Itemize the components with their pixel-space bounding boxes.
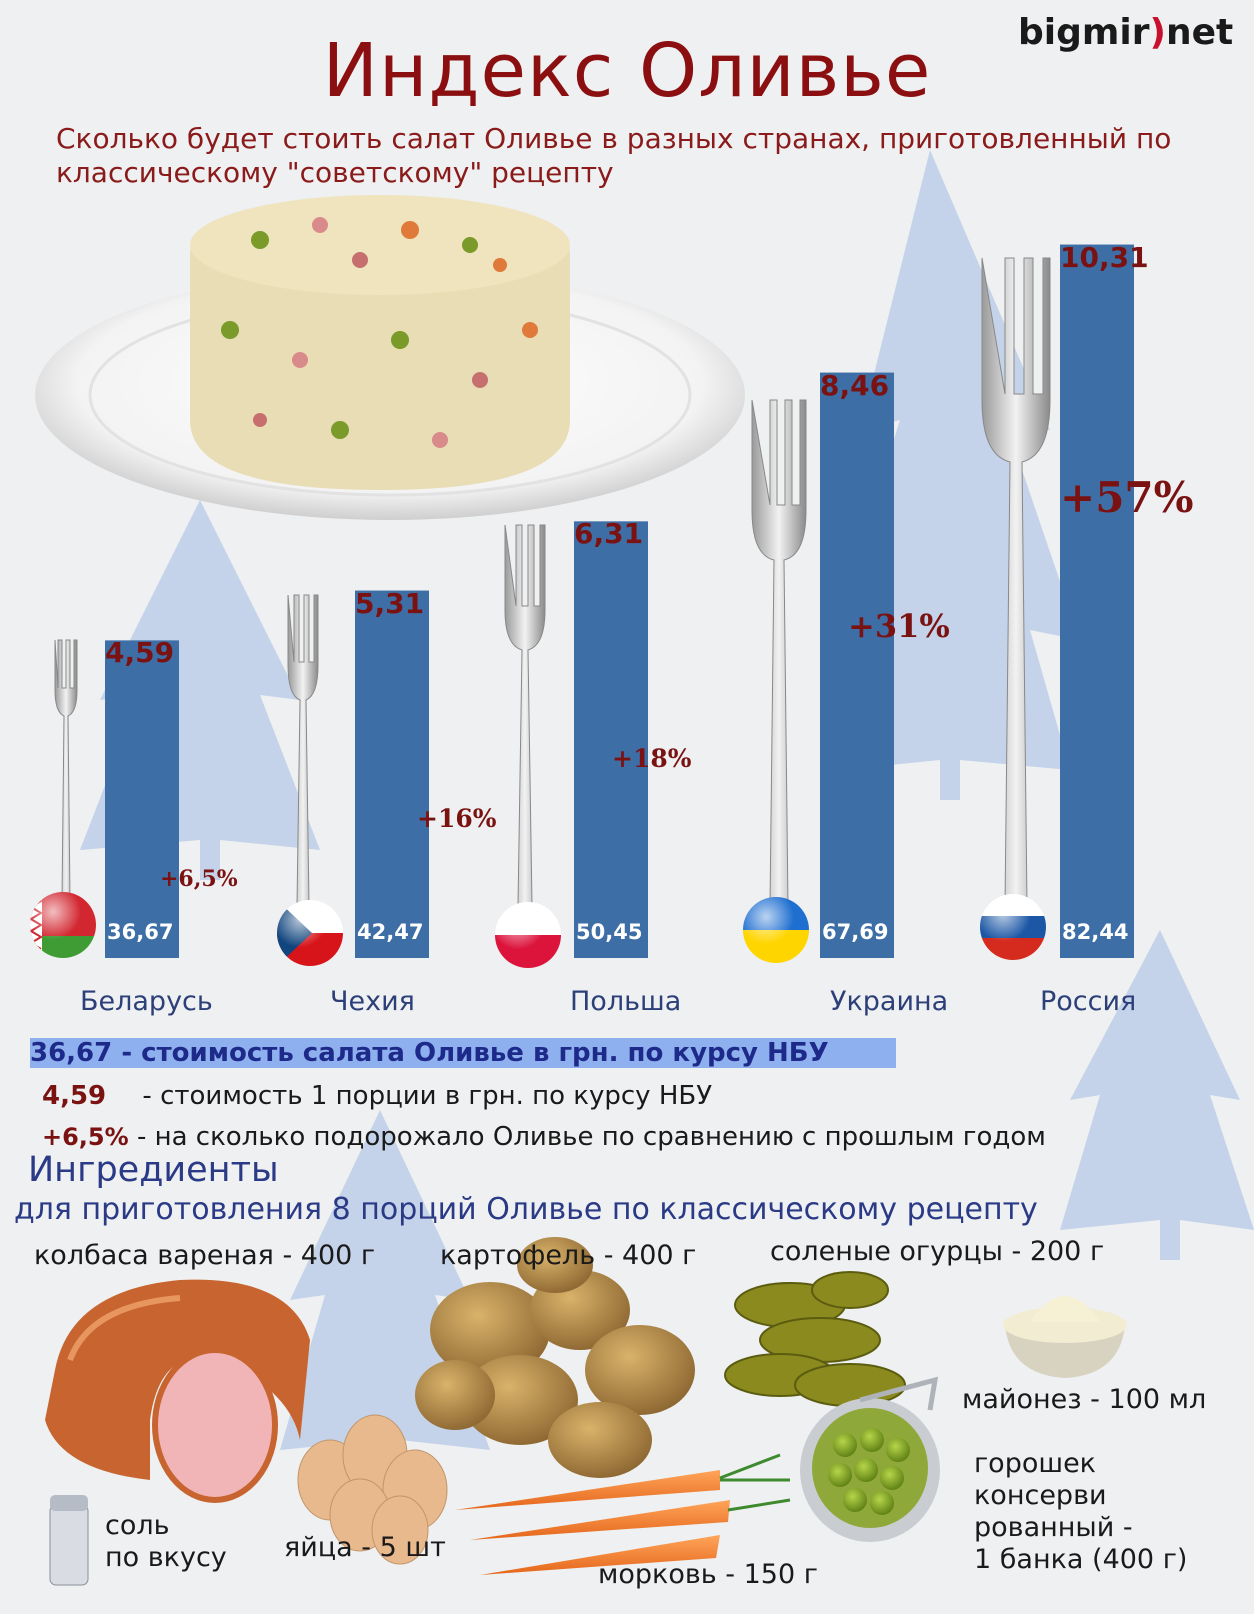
country-label: Украина [830, 986, 949, 1017]
forks [54, 257, 1051, 906]
legend-text: - стоимость салата Оливье в грн. по курс… [121, 1038, 829, 1068]
legend-key: +6,5% [42, 1123, 129, 1151]
legend-text: - на сколько подорожало Оливье по сравне… [136, 1122, 1046, 1152]
bar-total-label: 42,47 [357, 920, 424, 944]
bar-value-label: 5,31 [355, 586, 425, 620]
country-label: Беларусь [80, 986, 213, 1017]
ingredient-salt-line: соль [105, 1510, 170, 1541]
eggs-image [297, 1414, 448, 1565]
ingredient-peas: горошек консерви рованный - 1 банка (400… [974, 1448, 1187, 1576]
bar-value-label: 6,31 [574, 517, 644, 551]
country-label: Чехия [330, 986, 415, 1017]
ukraine-flag [743, 897, 809, 963]
ingredients-subtitle: для приготовления 8 порций Оливье по кла… [14, 1192, 1038, 1227]
peas-can-image [800, 1376, 940, 1542]
salad-plate-illustration [35, 195, 745, 520]
legend-row-portion: 4,59 - стоимость 1 порции в грн. по курс… [42, 1081, 712, 1111]
ingredient-carrot: морковь - 150 г [598, 1559, 818, 1590]
carrots-image [455, 1453, 791, 1575]
poland-flag [495, 902, 561, 968]
ingredient-peas-line: горошек [974, 1448, 1096, 1479]
bar-change-label: +31% [848, 606, 950, 645]
belarus-flag [30, 892, 96, 958]
russia-flag [980, 894, 1046, 960]
bar-2 [574, 521, 648, 958]
bar-1 [355, 590, 429, 958]
legend-key: 4,59 [42, 1081, 107, 1111]
ingredient-mayonnaise: майонез - 100 мл [962, 1384, 1207, 1415]
ingredient-peas-line: консерви [974, 1480, 1107, 1511]
bar-change-label: +16% [417, 803, 497, 833]
fork-icon [54, 639, 78, 901]
ingredient-salt-line: по вкусу [105, 1542, 227, 1573]
fork-icon [287, 594, 319, 906]
legend-row-change: +6,5% - на сколько подорожало Оливье по … [42, 1122, 1046, 1152]
page-title: Индекс Оливье [322, 28, 932, 114]
country-label: Польша [570, 986, 682, 1017]
bigmir-logo[interactable]: bigmir)net [1018, 12, 1234, 53]
ingredient-illustrations [45, 1237, 1127, 1586]
bar-value-label: 4,59 [105, 636, 175, 670]
ingredient-peas-line: 1 банка (400 г) [974, 1544, 1188, 1575]
ingredient-salt: соль по вкусу [105, 1510, 227, 1574]
ingredient-eggs: яйца - 5 шт [284, 1532, 446, 1563]
ingredient-peas-line: рованный - [974, 1512, 1133, 1543]
fork-icon [751, 399, 807, 906]
bar-change-label: +6,5% [160, 865, 238, 892]
bar-change-label: +18% [612, 744, 692, 774]
fork-icon [504, 524, 546, 906]
tree-shape [1060, 930, 1254, 1260]
bar-3 [820, 372, 894, 958]
bar-total-label: 36,67 [107, 920, 174, 944]
flags [30, 892, 1046, 968]
bar-total-label: 50,45 [576, 920, 643, 944]
ingredient-sausage: колбаса вареная - 400 г [34, 1240, 376, 1271]
salt-shaker-image [49, 1495, 89, 1586]
bar-0 [105, 640, 179, 958]
bars-layer [105, 244, 1134, 959]
ingredients-title: Ингредиенты [28, 1150, 279, 1190]
legend-key: 36,67 [30, 1038, 113, 1068]
bar-total-label: 82,44 [1062, 920, 1129, 944]
page-subtitle: Сколько будет стоить салат Оливье в разн… [56, 122, 1172, 189]
sausage-image [45, 1279, 310, 1503]
potatoes-image [415, 1237, 695, 1478]
legend-text: - стоимость 1 порции в грн. по курсу НБУ [142, 1081, 713, 1111]
ingredient-potato: картофель - 400 г [440, 1240, 697, 1271]
bar-change-label: +57% [1060, 472, 1194, 522]
country-label: Россия [1040, 986, 1137, 1017]
bar-value-label: 10,31 [1060, 240, 1149, 274]
fork-icon [981, 257, 1051, 906]
legend-row-total: 36,67 - стоимость салата Оливье в грн. п… [30, 1038, 896, 1068]
czech-flag [277, 900, 343, 966]
bar-4 [1060, 244, 1134, 959]
mayonnaise-image [1003, 1296, 1127, 1378]
salad-bits [221, 217, 538, 448]
bar-total-label: 67,69 [822, 920, 889, 944]
bar-value-label: 8,46 [820, 368, 890, 402]
ingredient-pickles: соленые огурцы - 200 г [770, 1236, 1105, 1267]
pickles-image [724, 1271, 906, 1407]
